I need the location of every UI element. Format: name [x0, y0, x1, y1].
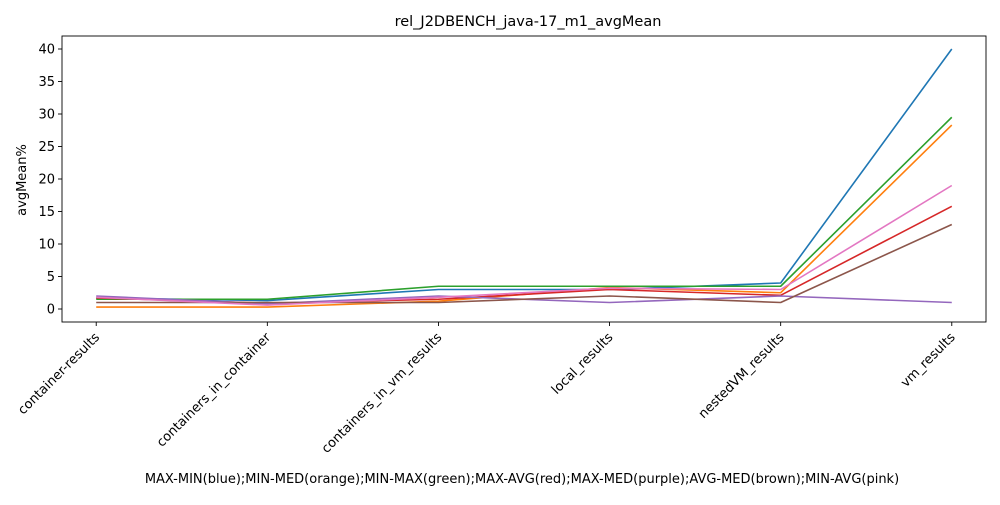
y-axis-label: avgMean%: [15, 144, 30, 216]
y-tick-label: 20: [38, 173, 55, 188]
series-line-4: [96, 206, 952, 303]
series-line-7: [96, 186, 952, 306]
y-axis: 0 5 10 15 20 25 30 35 40: [38, 43, 62, 318]
plot-area: [62, 36, 986, 322]
y-tick-label: 30: [38, 108, 55, 123]
y-tick-label: 15: [38, 205, 55, 220]
x-tick-label: container-results: [15, 330, 103, 418]
series-line-3: [96, 117, 952, 299]
y-tick-label: 40: [38, 43, 55, 58]
chart-title: rel_J2DBENCH_java-17_m1_avgMean: [395, 14, 662, 30]
y-tick-label: 0: [47, 303, 55, 318]
series-line-2: [96, 125, 952, 307]
y-tick-label: 5: [47, 270, 55, 285]
x-tick-label: nestedVM_results: [696, 330, 788, 422]
x-tick-label: containers_in_container: [154, 330, 275, 451]
y-tick-label: 25: [38, 140, 55, 155]
x-axis-label: MAX-MIN(blue);MIN-MED(orange);MIN-MAX(gr…: [145, 472, 899, 487]
y-tick-label: 10: [38, 238, 55, 253]
x-tick-label: containers_in_vm_results: [319, 330, 445, 456]
y-tick-label: 35: [38, 75, 55, 90]
x-axis: container-results containers_in_container…: [15, 322, 958, 457]
plot-frame: [62, 36, 986, 322]
x-tick-label: vm_results: [898, 330, 959, 391]
x-tick-label: local_results: [549, 330, 617, 398]
